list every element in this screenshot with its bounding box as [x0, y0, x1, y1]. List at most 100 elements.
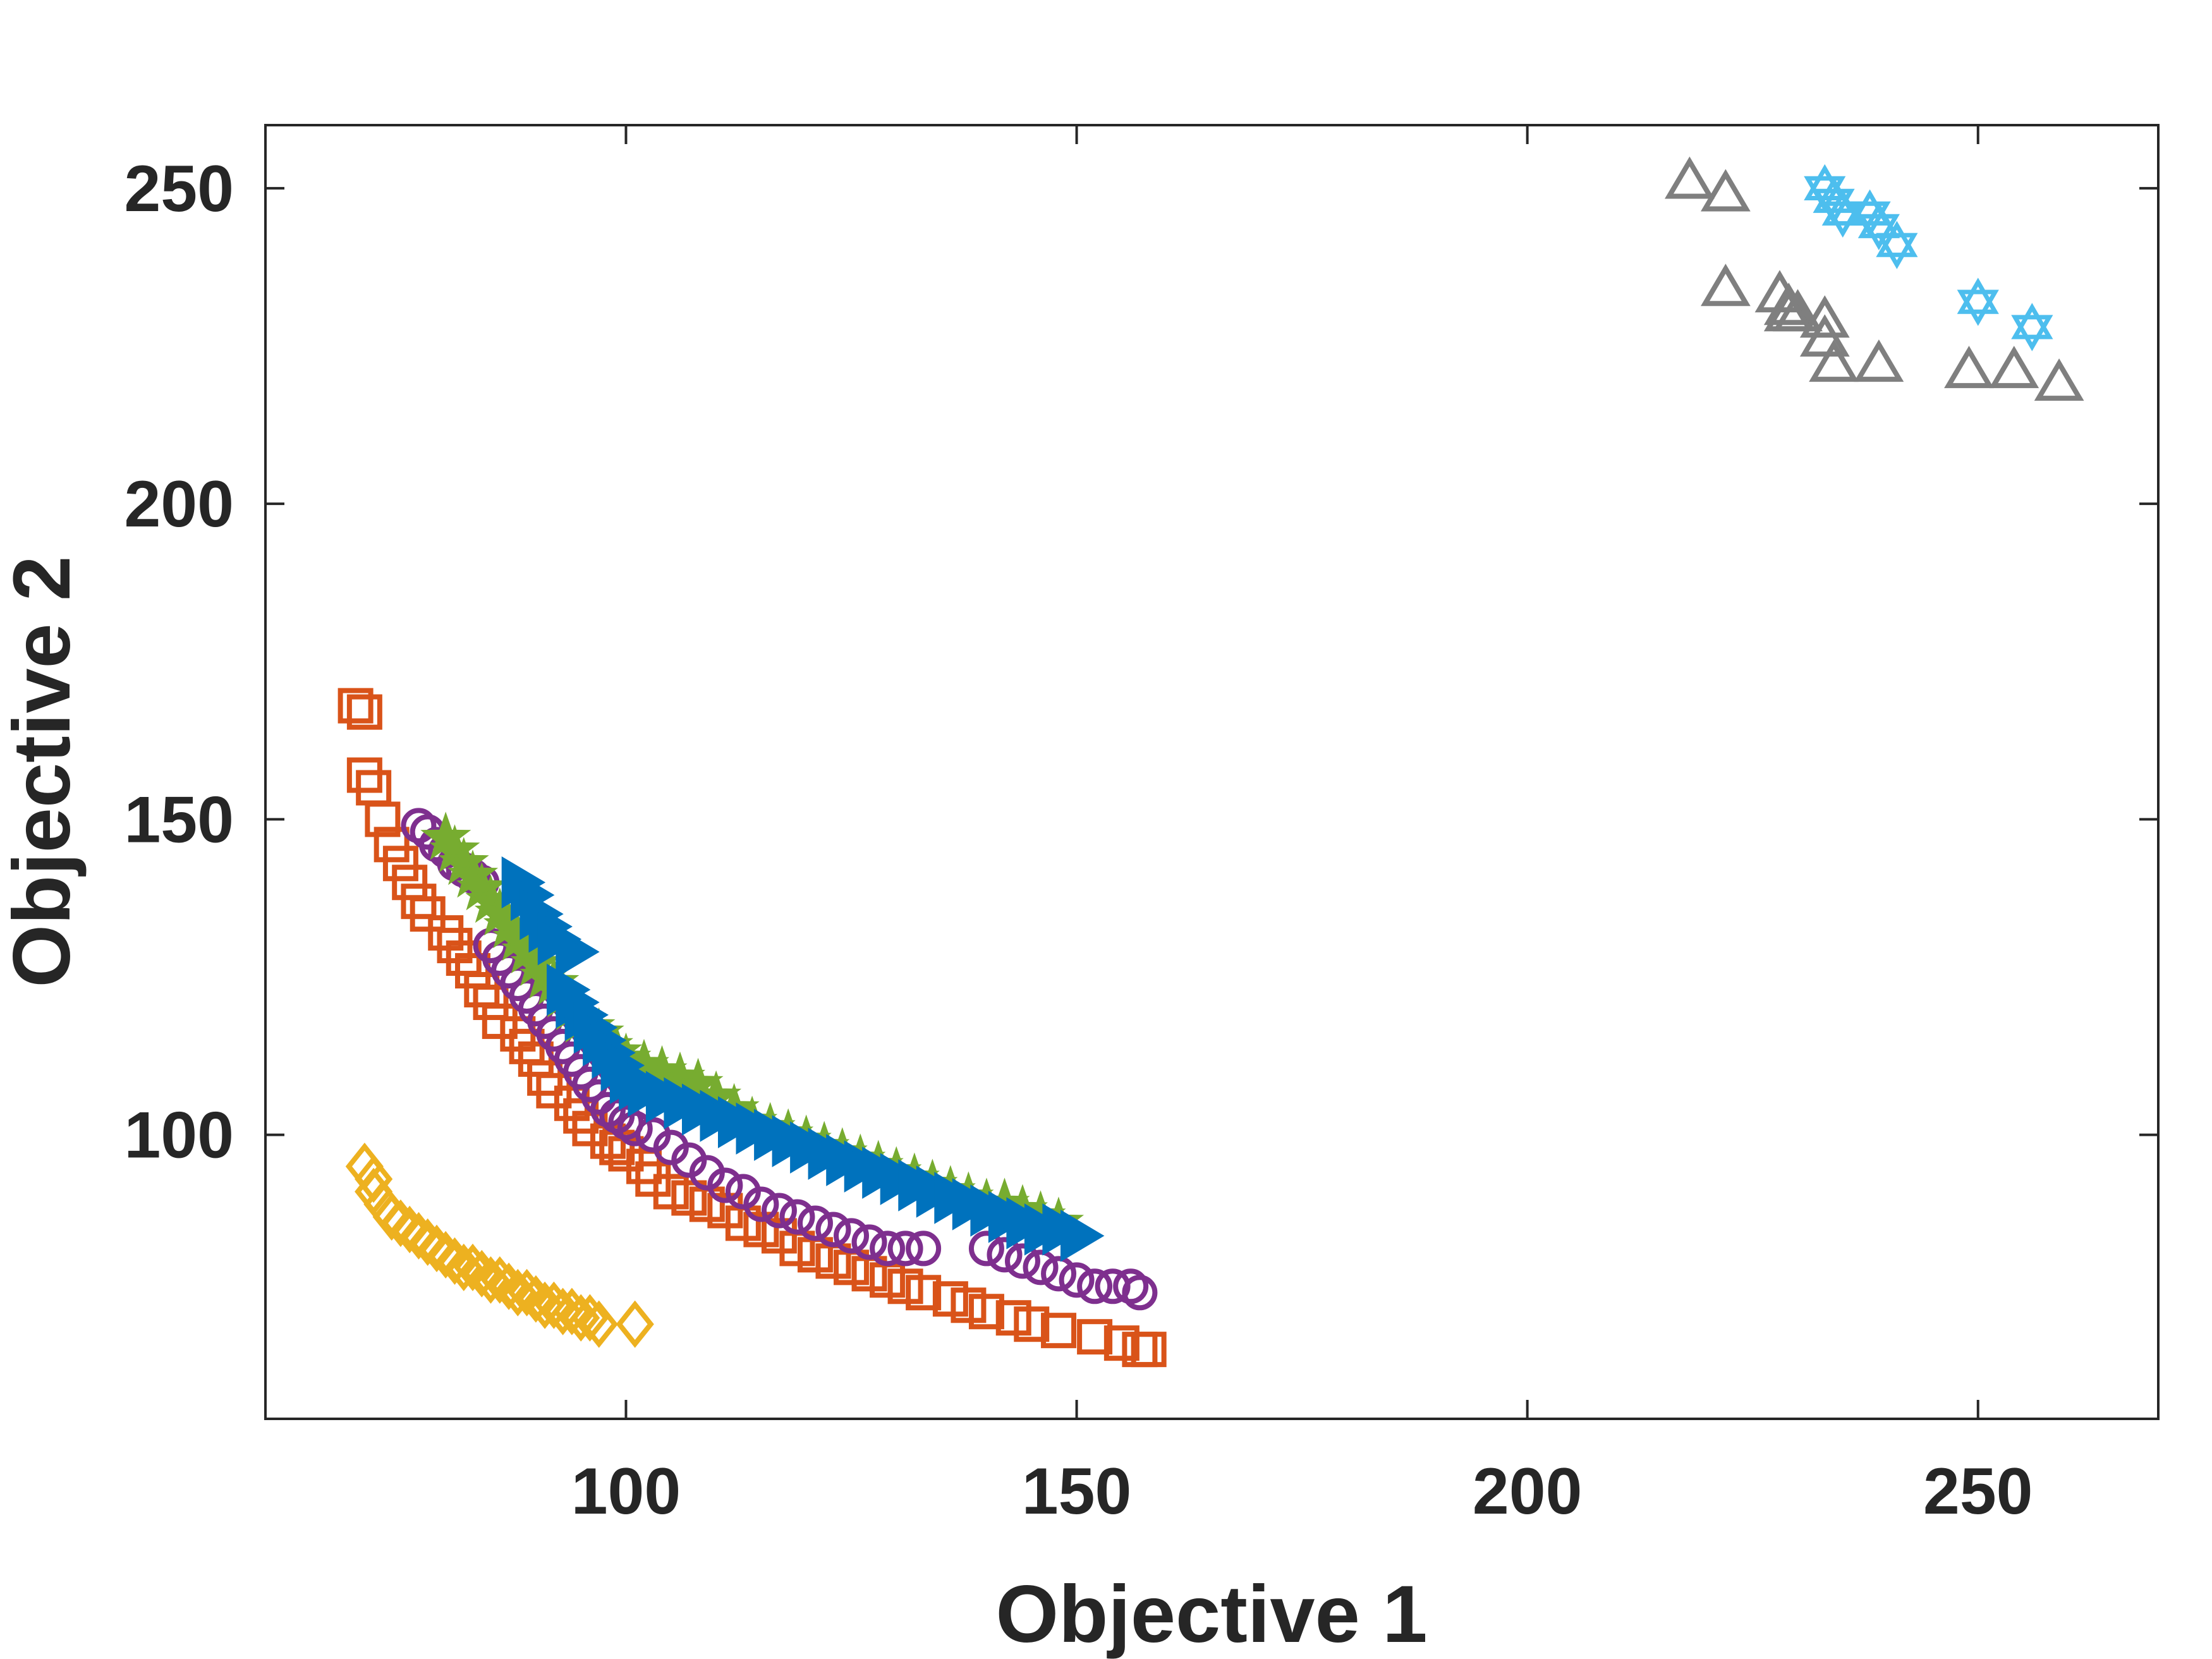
circle-series-point	[815, 1212, 851, 1248]
triangle-series-point	[1799, 314, 1850, 357]
square-series-point	[382, 846, 418, 882]
circle-series-point	[761, 1193, 797, 1229]
square-series-point	[536, 1073, 572, 1109]
hexagram-series-point-inner	[1821, 201, 1864, 238]
triangle-series-point	[2034, 358, 2084, 401]
hexagram-series-point-inner	[1876, 233, 1918, 269]
tick-labels: 100 150 200 250 100 150 200 250	[124, 152, 2033, 1528]
x-tick-label: 250	[1923, 1455, 2033, 1528]
hexagram-series-point-inner	[2011, 315, 2053, 351]
square-series-point	[346, 694, 382, 730]
circle-series-point	[1113, 1268, 1149, 1304]
circle-series-point	[968, 1231, 1004, 1267]
square-series-point	[337, 688, 374, 724]
triangle-series-point	[1701, 169, 1751, 212]
diamond-series-point	[391, 1205, 429, 1253]
triangle-series-point	[1773, 289, 1823, 332]
square-series-point	[1077, 1319, 1113, 1355]
diamond-series-point	[427, 1231, 465, 1279]
triangle-series-point	[1854, 339, 1904, 382]
diamond-series-point	[408, 1218, 447, 1267]
triangle-series-point	[1944, 346, 1994, 389]
triangle-series-point	[1665, 156, 1715, 199]
circle-series-point	[401, 808, 437, 844]
diamond-series-point	[399, 1212, 438, 1260]
square-series-point	[428, 915, 464, 951]
square-series-point	[1103, 1325, 1139, 1361]
x-tick-label: 200	[1473, 1455, 1583, 1528]
circle-series-point	[779, 1199, 815, 1235]
axes-box	[264, 124, 2160, 1420]
square-series-point	[932, 1281, 968, 1317]
diamond-series-point	[480, 1256, 519, 1304]
x-axis-label: Objective 1	[996, 1569, 1428, 1659]
circle-series-point	[1077, 1268, 1113, 1304]
square-series-point	[635, 1161, 671, 1197]
right-triangle-series-point	[1060, 1210, 1105, 1262]
square-series-point	[392, 865, 428, 901]
square-series-point	[410, 896, 446, 932]
square-series-point	[653, 1174, 689, 1210]
diamond-series-point	[417, 1224, 456, 1273]
circle-series-point	[1059, 1262, 1095, 1298]
y-tick-label: 200	[124, 468, 234, 541]
circle-series-point	[870, 1231, 906, 1267]
hexagram-series-point	[2011, 303, 2053, 339]
square-series-point	[626, 1148, 662, 1184]
y-tick-label: 250	[124, 152, 234, 226]
square-series-point	[995, 1300, 1031, 1336]
square-series-point	[951, 1287, 987, 1323]
square-series-point	[743, 1212, 779, 1248]
square-series-point	[473, 984, 509, 1020]
triangle-series-point	[1989, 346, 2039, 389]
y-tick-label: 100	[124, 1099, 234, 1172]
circle-series-point	[1023, 1249, 1059, 1285]
plot-area	[337, 156, 2084, 1368]
circle-series-point	[743, 1186, 779, 1222]
square-series-point	[482, 1003, 518, 1039]
diamond-series-point	[616, 1300, 654, 1348]
x-tick-label: 150	[1022, 1455, 1132, 1528]
diamond-series-point	[571, 1294, 609, 1342]
square-series-point	[707, 1193, 743, 1229]
circle-series-point	[797, 1205, 833, 1241]
square-series-point	[374, 827, 410, 863]
square-series-point	[365, 801, 401, 837]
circle-series-point	[707, 1167, 743, 1203]
diamond-series-point	[580, 1300, 618, 1348]
circle-series-point	[617, 1110, 653, 1146]
right-triangle-series-point	[556, 925, 600, 978]
circle-series-point	[1041, 1256, 1077, 1292]
diamond-series-point	[453, 1243, 492, 1292]
square-series-point	[1014, 1306, 1050, 1342]
circle-series-point	[834, 1218, 870, 1254]
diamond-series-point	[507, 1268, 546, 1316]
circle-series-point	[1005, 1243, 1040, 1279]
square-series-point	[464, 971, 500, 1007]
square-series-point	[887, 1268, 923, 1304]
square-series-point	[401, 884, 437, 920]
hexagram-series-point-inner	[1857, 214, 1900, 251]
triangle-series-point	[1701, 264, 1751, 307]
circle-series-point	[1122, 1275, 1158, 1311]
x-tick-label: 100	[571, 1455, 681, 1528]
circle-series-point	[887, 1231, 923, 1267]
y-tick-label: 150	[124, 783, 234, 856]
square-series-point	[761, 1218, 797, 1254]
circle-series-point	[906, 1231, 942, 1267]
square-series-point	[671, 1180, 707, 1216]
square-series-point	[346, 757, 382, 793]
square-series-point	[1041, 1313, 1077, 1349]
square-series-point	[437, 928, 473, 964]
diamond-series-point	[372, 1193, 411, 1241]
triangle-series-point	[1799, 295, 1850, 338]
square-series-point	[906, 1275, 942, 1311]
triangle-series-point	[1763, 283, 1814, 325]
hexagram-series-point-inner	[1957, 289, 1999, 326]
hexagram-series-point	[1957, 277, 1999, 314]
square-series-point	[968, 1294, 1004, 1330]
hexagram-series-point	[1821, 189, 1864, 226]
circle-series-point	[987, 1237, 1023, 1273]
square-series-point	[527, 1060, 563, 1096]
y-axis-label: Objective 2	[0, 556, 87, 988]
